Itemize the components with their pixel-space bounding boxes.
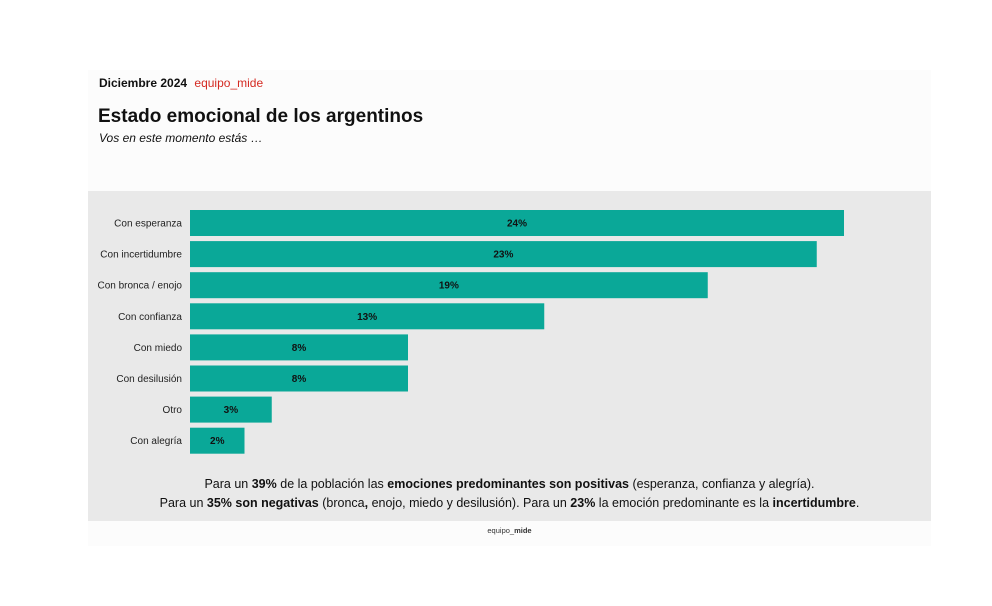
header-line: Diciembre 2024 equipo_mide <box>99 76 263 90</box>
category-label: Con miedo <box>134 343 183 354</box>
bar <box>190 272 708 299</box>
summary-run: la emoción predominante es la <box>595 496 773 510</box>
bar <box>190 396 272 423</box>
value-label: 23% <box>493 250 513 261</box>
summary-line-2: Para un 35% son negativas (bronca, enojo… <box>88 494 931 513</box>
bar <box>190 365 408 392</box>
bar <box>190 241 817 268</box>
category-label: Con esperanza <box>114 219 182 230</box>
summary-run: de la población las <box>276 477 388 491</box>
summary-run: emociones predominantes son positivas <box>387 477 629 491</box>
summary-run: Para un <box>159 496 207 510</box>
summary-run: incertidumbre <box>772 496 856 510</box>
summary-run: (bronca <box>318 496 365 510</box>
value-label: 3% <box>224 405 239 416</box>
bar <box>190 334 408 361</box>
value-label: 8% <box>292 374 307 385</box>
category-label: Otro <box>163 405 183 416</box>
footer-brand-bold: mide <box>514 526 532 535</box>
category-label: Con alegría <box>130 436 182 447</box>
bars-group: Con esperanza 24% Con incertidumbre 23% Con … <box>97 210 844 454</box>
chart-title: Estado emocional de los argentinos <box>98 106 424 127</box>
bar <box>190 303 545 330</box>
category-label: Con desilusión <box>116 374 182 385</box>
summary-line-1: Para un 39% de la población las emocione… <box>88 475 931 494</box>
summary-run: (esperanza, confianza y alegría). <box>629 477 815 491</box>
summary-run: 35% son negativas <box>206 496 319 510</box>
chart-subtitle: Vos en este momento estás … <box>99 131 263 145</box>
bar <box>190 427 245 454</box>
summary-run: . <box>855 496 860 510</box>
category-label: Con confianza <box>118 312 182 323</box>
summary-run: enojo, miedo y desilusión). Para un <box>368 496 571 510</box>
summary-run: 39% <box>251 477 277 491</box>
report-date: Diciembre 2024 <box>99 76 188 90</box>
footer-brand: equipo_mide <box>88 526 931 535</box>
category-label: Con incertidumbre <box>100 250 182 261</box>
value-label: 13% <box>357 312 377 323</box>
value-label: 19% <box>439 281 459 292</box>
summary-run: Para un <box>204 477 252 491</box>
footer-brand-prefix: equipo_ <box>487 526 515 535</box>
value-label: 2% <box>210 436 225 447</box>
bar <box>190 210 844 236</box>
summary-run: 23% <box>570 496 596 510</box>
summary-run: , <box>364 496 369 510</box>
summary-text: Para un 39% de la población las emocione… <box>88 475 931 513</box>
value-label: 24% <box>507 219 527 230</box>
brand-name: equipo_mide <box>194 76 264 90</box>
category-label: Con bronca / enojo <box>97 281 182 292</box>
value-label: 8% <box>292 343 307 354</box>
